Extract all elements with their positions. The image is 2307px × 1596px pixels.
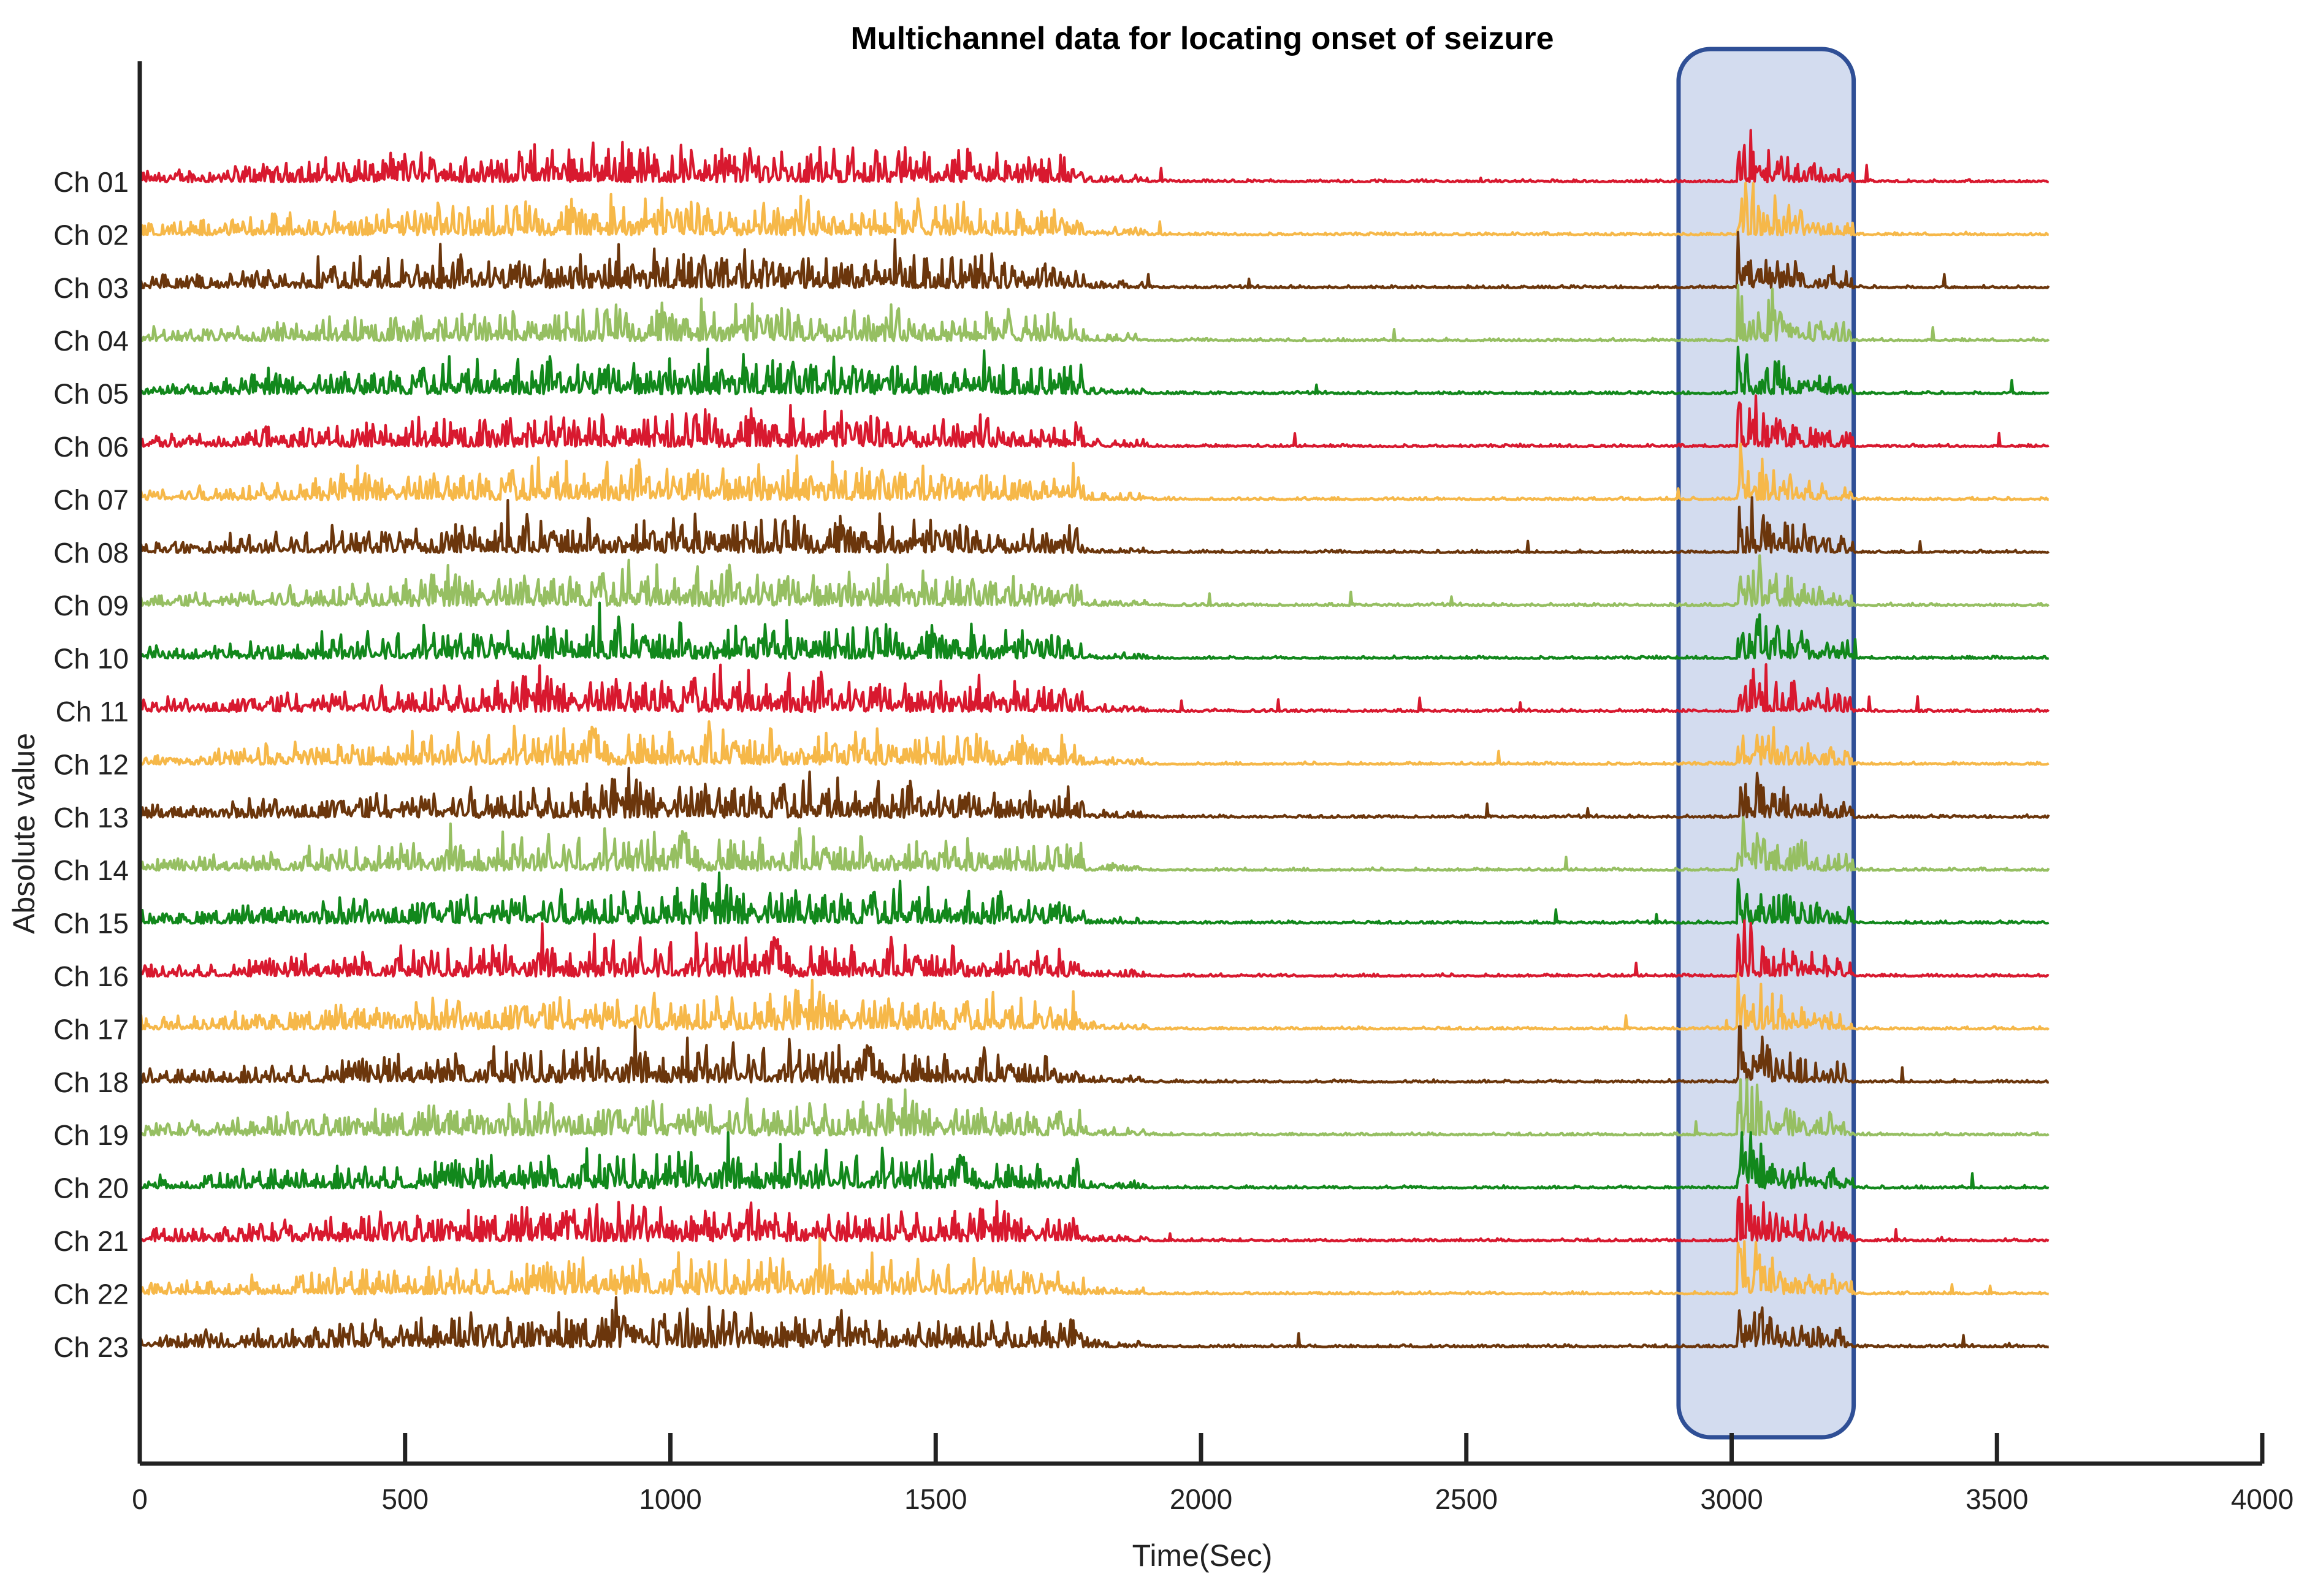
channel-label: Ch 02: [53, 219, 129, 251]
x-tick-label: 2500: [1435, 1483, 1498, 1515]
x-tick-label: 500: [381, 1483, 429, 1515]
channel-label: Ch 10: [53, 643, 129, 675]
channel-trace: [139, 181, 2049, 237]
channel-label: Ch 16: [53, 960, 129, 992]
channel-label: Ch 06: [53, 431, 129, 463]
x-tick-label: 4000: [2231, 1483, 2294, 1515]
x-tick-label: 1000: [639, 1483, 701, 1515]
channel-label: Ch 09: [53, 590, 129, 621]
seizure-onset-highlight: [1676, 47, 1856, 1440]
channel-label: Ch 07: [53, 484, 129, 515]
channel-trace: [139, 284, 2050, 343]
channel-trace: [138, 720, 2050, 766]
channel-label: Ch 12: [53, 748, 129, 780]
channel-trace: [138, 496, 2050, 554]
channel-label: Ch 23: [53, 1331, 129, 1363]
channel-label: Ch 22: [53, 1278, 129, 1310]
channel-trace: [138, 554, 2050, 607]
x-tick-label: 1500: [904, 1483, 967, 1515]
channel-trace: [138, 972, 2050, 1031]
channel-trace: [139, 346, 2050, 395]
channel-label: Ch 04: [53, 325, 129, 357]
channel-trace: [139, 663, 2050, 713]
channel-trace: [139, 816, 2050, 872]
channel-label: Ch 05: [53, 378, 129, 410]
channel-label: Ch 17: [53, 1013, 129, 1045]
channel-trace: [139, 1025, 2050, 1084]
channel-trace: [139, 767, 2050, 819]
channel-label: Ch 20: [53, 1172, 129, 1204]
channel-labels: Ch 01 Ch 02 Ch 03 Ch 04 Ch 05 Ch 06 Ch 07 Ch 08…: [53, 166, 129, 1363]
channel-trace: [139, 1184, 2050, 1243]
channel-trace: [139, 1296, 2049, 1348]
channel-trace: [139, 1131, 2050, 1190]
x-tick-label: 3500: [1966, 1483, 2028, 1515]
channel-label: Ch 19: [53, 1119, 129, 1151]
channel-trace: [139, 601, 2050, 660]
y-axis-label: Absolute value: [7, 733, 41, 934]
channel-label: Ch 03: [53, 272, 129, 304]
x-tick-label: 0: [132, 1483, 148, 1515]
x-tick-label: 2000: [1170, 1483, 1232, 1515]
channel-trace: [139, 394, 2050, 449]
channel-trace: [139, 230, 2050, 289]
x-axis-label: Time(Sec): [1132, 1538, 1273, 1573]
channel-label: Ch 11: [56, 696, 129, 728]
channel-trace: [138, 129, 2049, 184]
chart-title: Multichannel data for locating onset of …: [850, 21, 1554, 56]
channel-label: Ch 13: [53, 802, 129, 834]
channel-label: Ch 01: [53, 166, 129, 198]
x-axis-ticks: 0 500 1000 1500 2000 2500 3000 3500 4000: [132, 1433, 2294, 1515]
channel-trace: [139, 1078, 2050, 1137]
channel-traces: [138, 129, 2050, 1348]
channel-label: Ch 14: [53, 854, 129, 886]
channel-trace: [138, 443, 2049, 501]
channel-trace: [138, 1237, 2049, 1296]
channel-label: Ch 15: [53, 908, 129, 940]
channel-label: Ch 08: [53, 537, 129, 569]
channel-trace: [138, 871, 2050, 925]
channel-label: Ch 21: [53, 1225, 129, 1257]
channel-label: Ch 18: [53, 1066, 129, 1098]
x-tick-label: 3000: [1700, 1483, 1763, 1515]
channel-trace: [139, 919, 2050, 978]
